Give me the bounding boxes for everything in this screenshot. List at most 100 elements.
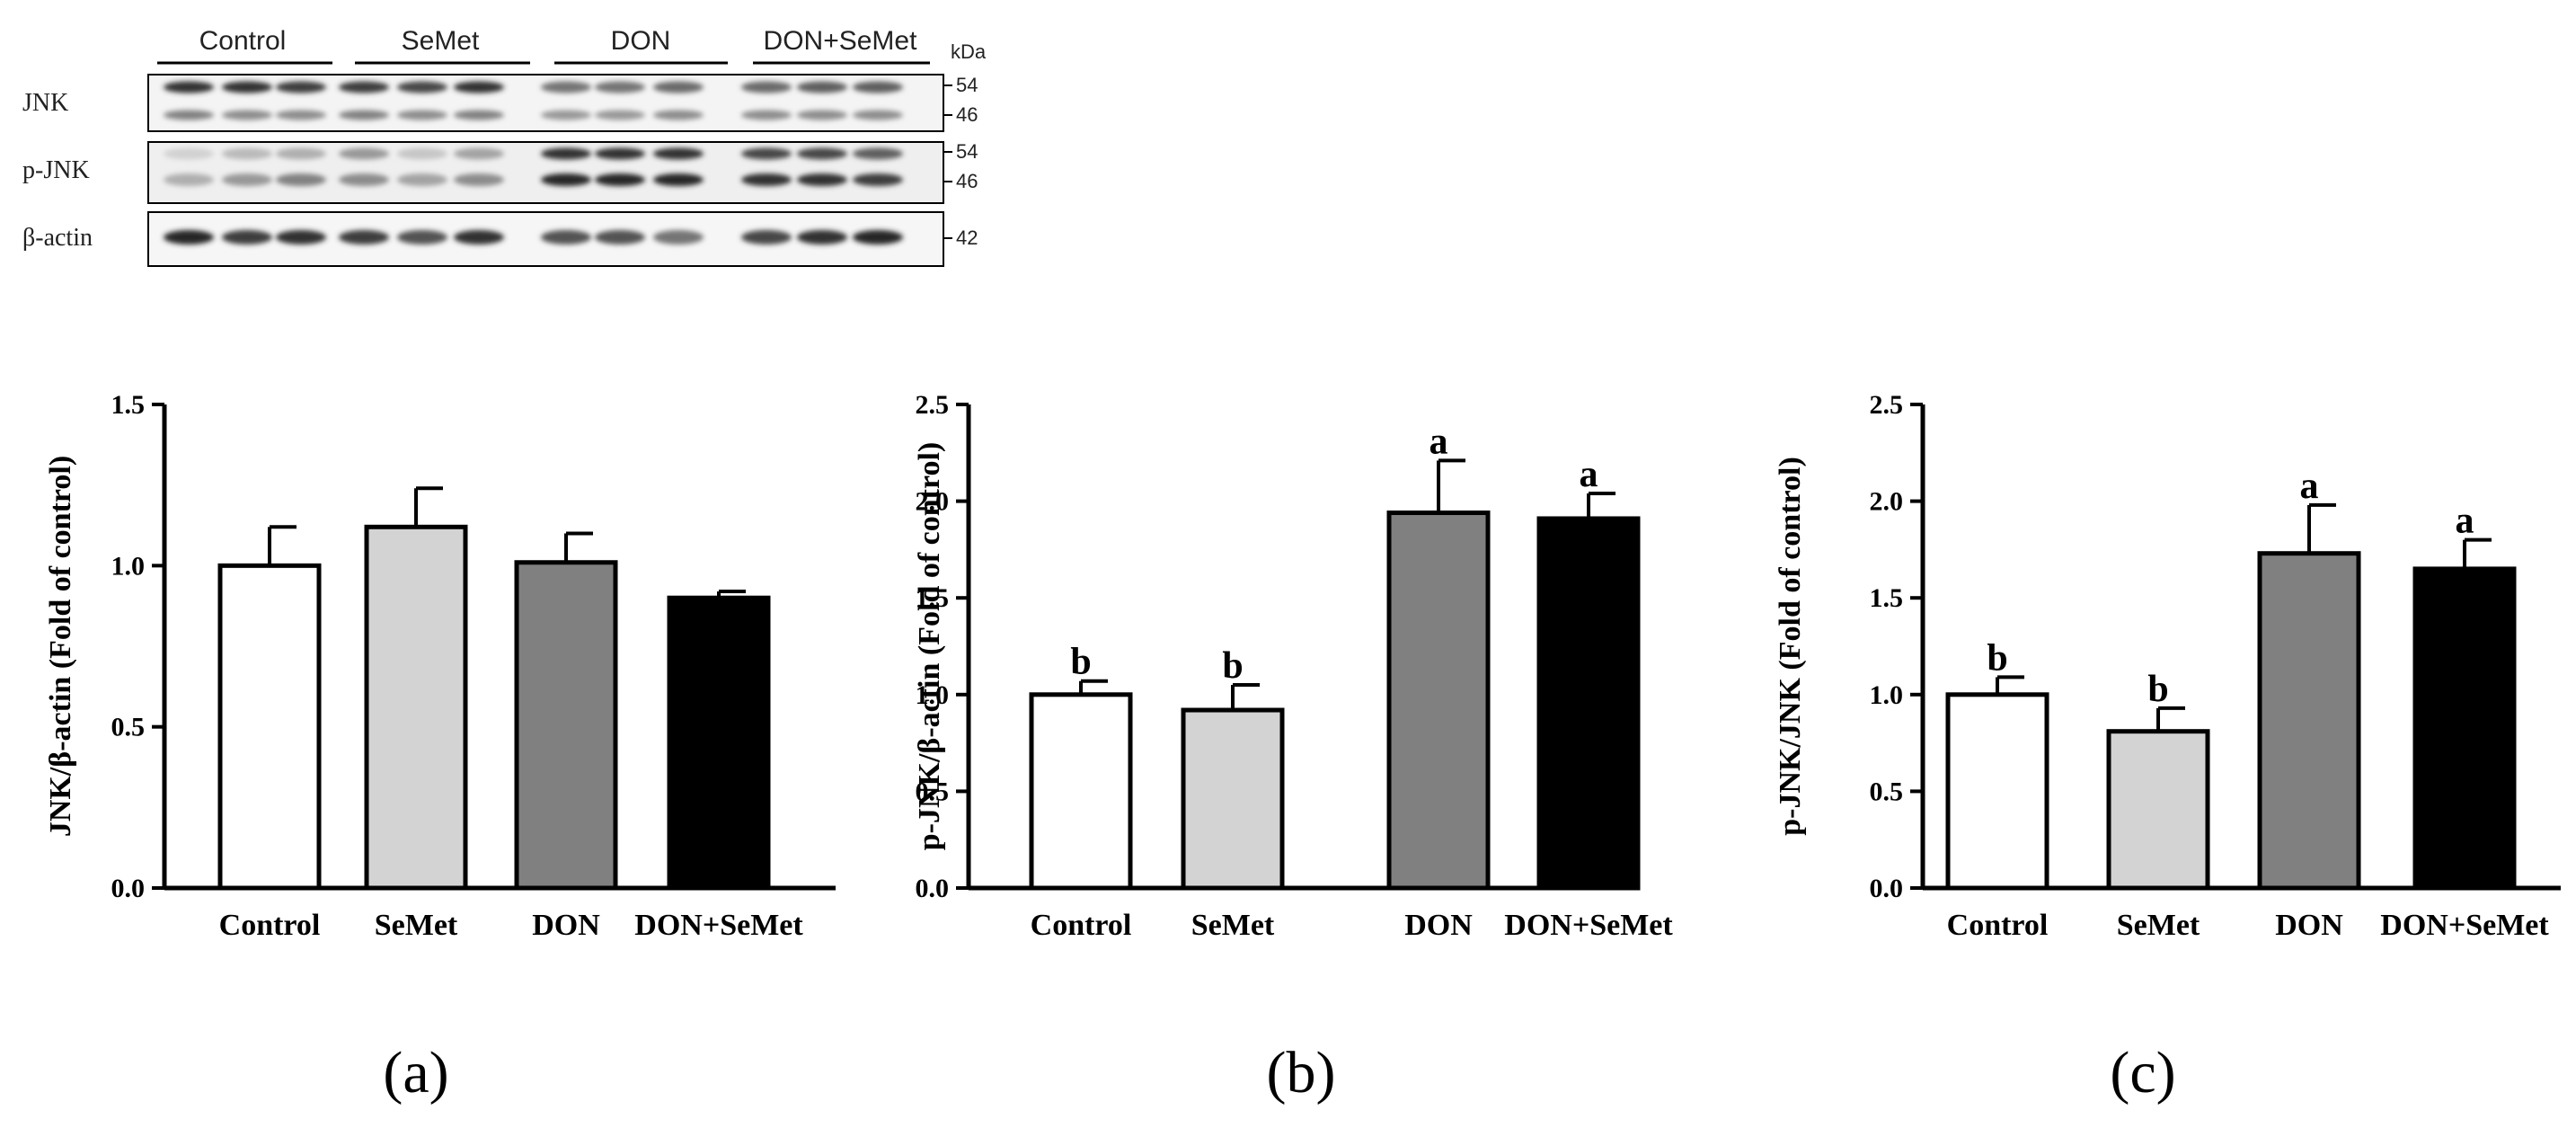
blot-band	[164, 110, 214, 120]
blot-band	[797, 147, 847, 160]
blot-band	[541, 173, 591, 186]
blot-band	[454, 173, 504, 186]
blot-band	[653, 147, 704, 160]
blot-band	[276, 173, 326, 186]
blot-band	[853, 173, 903, 186]
significance-label: a	[1580, 454, 1598, 495]
blot-group-label: SeMet	[402, 26, 480, 56]
blot-band	[222, 230, 272, 244]
blot-band	[541, 230, 591, 244]
y-tick-label: 1.5	[111, 390, 146, 420]
chart-a: 0.0 0.5 1.0 1.5 JNK/β-actin (Fold of control…	[44, 390, 836, 1106]
significance-label: b	[2147, 669, 2168, 710]
y-tick-label: 2.5	[1870, 390, 1904, 420]
x-tick-label: DON+SeMet	[1504, 909, 1673, 942]
blot-band	[797, 230, 847, 244]
blot-band	[653, 110, 704, 120]
blot-band	[797, 173, 847, 186]
western-blot: Control SeMet DON DON+SeMet kDa JNK p-JN…	[22, 26, 987, 267]
blot-band	[276, 147, 326, 160]
blot-band	[741, 81, 792, 93]
y-tick-label: 1.0	[111, 551, 146, 581]
y-tick-label: 2.0	[1870, 487, 1904, 517]
significance-label: b	[1987, 637, 2007, 679]
bar	[1386, 511, 1491, 891]
mw-marker: 54	[956, 74, 978, 96]
blot-band	[853, 230, 903, 244]
blot-band	[397, 110, 447, 120]
blot-band	[222, 81, 272, 93]
blot-band	[653, 230, 704, 244]
x-tick-label: Control	[219, 909, 321, 942]
blot-band	[164, 173, 214, 186]
blot-band	[741, 147, 792, 160]
panel-label: (b)	[1267, 1040, 1336, 1106]
chart-b: 0.0 0.5 1.0 1.5 2.0 2.5 p-JNK/β-actin (Fold of…	[913, 390, 1673, 1106]
blot-band	[853, 81, 903, 93]
y-tick-label: 2.0	[916, 487, 950, 517]
panel-label: (a)	[383, 1040, 448, 1106]
blot-band	[397, 147, 447, 160]
blot-band	[454, 110, 504, 120]
blot-row-label: β-actin	[22, 224, 93, 252]
bar	[1536, 516, 1641, 891]
y-axis-label: p-JNK/β-actin (Fold of control)	[913, 442, 946, 851]
mw-marker: 42	[956, 226, 978, 249]
bar	[667, 595, 771, 891]
x-tick-label: SeMet	[375, 909, 458, 942]
blot-band	[222, 110, 272, 120]
blot-band	[222, 147, 272, 160]
y-tick-label: 0.0	[111, 874, 146, 903]
significance-label: b	[1070, 642, 1091, 683]
blot-group-label: DON+SeMet	[764, 26, 918, 56]
blot-band	[595, 230, 645, 244]
blot-band	[339, 147, 389, 160]
blot-group-label: Control	[199, 26, 287, 56]
significance-label: a	[2300, 466, 2319, 507]
bar	[2106, 729, 2210, 891]
blot-band	[339, 110, 389, 120]
chart-c: 0.0 0.5 1.0 1.5 2.0 2.5 p-JNK/JNK (Fold of con…	[1774, 390, 2561, 1106]
blot-band	[164, 81, 214, 93]
y-tick-label: 0.5	[111, 713, 146, 742]
y-axis-label: JNK/β-actin (Fold of control)	[44, 456, 77, 837]
blot-band	[276, 110, 326, 120]
kda-label: kDa	[951, 40, 987, 63]
bar	[1029, 692, 1133, 891]
y-tick-label: 1.0	[916, 680, 950, 710]
y-tick-label: 1.5	[1870, 583, 1904, 613]
blot-band	[853, 110, 903, 120]
blot-band	[741, 173, 792, 186]
x-tick-label: DON	[2275, 909, 2343, 942]
blot-band	[797, 110, 847, 120]
mw-marker: 46	[956, 103, 978, 126]
x-tick-label: Control	[1947, 909, 2049, 942]
y-tick-label: 1.0	[1870, 680, 1904, 710]
x-tick-label: DON+SeMet	[2380, 909, 2549, 942]
bar	[1181, 707, 1285, 891]
blot-row-label: JNK	[22, 89, 68, 117]
y-axis-label: p-JNK/JNK (Fold of control)	[1774, 457, 1807, 836]
blot-band	[653, 173, 704, 186]
significance-label: b	[1222, 645, 1243, 687]
y-tick-label: 0.5	[1870, 777, 1904, 806]
y-tick-label: 0.0	[916, 874, 950, 903]
blot-band	[595, 110, 645, 120]
y-tick-label: 0.5	[916, 777, 950, 806]
blot-band	[741, 230, 792, 244]
bar	[1945, 692, 2049, 891]
blot-band	[741, 110, 792, 120]
x-tick-label: SeMet	[1191, 909, 1275, 942]
blot-band	[164, 230, 214, 244]
blot-band	[397, 81, 447, 93]
x-tick-label: DON	[1404, 909, 1473, 942]
blot-band	[853, 147, 903, 160]
x-tick-label: SeMet	[2117, 909, 2200, 942]
blot-band	[276, 230, 326, 244]
blot-band	[595, 81, 645, 93]
bar	[2257, 551, 2361, 891]
blot-band	[541, 81, 591, 93]
y-tick-label: 2.5	[916, 390, 950, 420]
blot-band	[595, 147, 645, 160]
